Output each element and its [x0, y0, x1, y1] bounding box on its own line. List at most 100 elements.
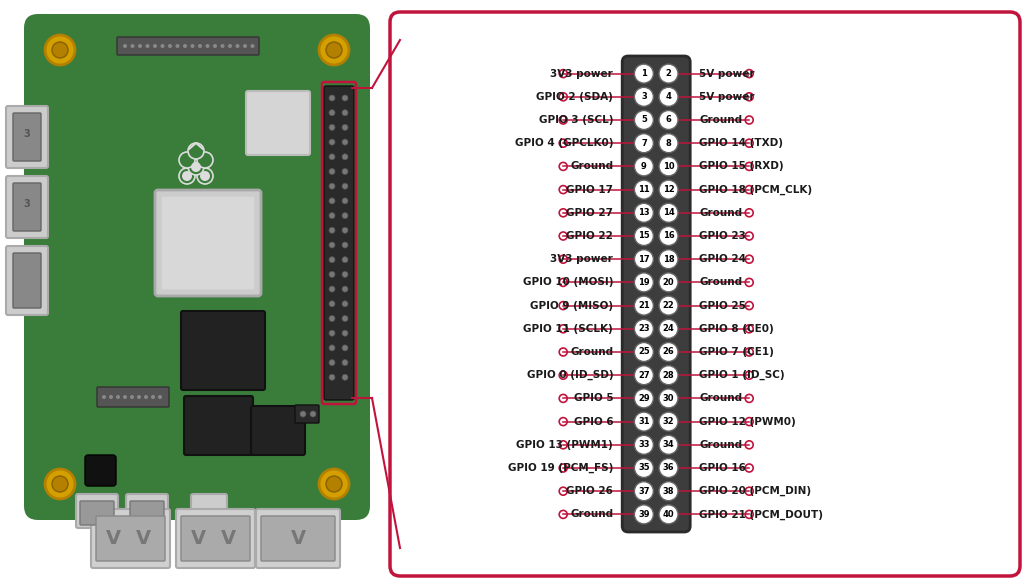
Text: 15: 15: [638, 232, 650, 240]
Circle shape: [102, 395, 106, 399]
Text: 6: 6: [666, 115, 672, 125]
Circle shape: [659, 273, 678, 292]
Circle shape: [659, 64, 678, 83]
Circle shape: [659, 226, 678, 246]
Circle shape: [659, 87, 678, 106]
Circle shape: [300, 411, 306, 417]
Circle shape: [329, 242, 335, 248]
Circle shape: [635, 133, 653, 153]
Circle shape: [659, 412, 678, 431]
FancyBboxPatch shape: [117, 37, 259, 55]
FancyBboxPatch shape: [181, 311, 265, 390]
Circle shape: [635, 319, 653, 338]
Circle shape: [635, 64, 653, 83]
Circle shape: [659, 111, 678, 129]
Circle shape: [137, 395, 141, 399]
Text: Ground: Ground: [699, 440, 742, 450]
Circle shape: [659, 133, 678, 153]
Circle shape: [251, 44, 255, 48]
Circle shape: [329, 198, 335, 204]
Circle shape: [220, 44, 224, 48]
Circle shape: [179, 152, 195, 168]
Circle shape: [635, 505, 653, 524]
Text: Ground: Ground: [699, 393, 742, 403]
Text: 5V power: 5V power: [699, 69, 755, 79]
Circle shape: [342, 272, 348, 278]
Circle shape: [206, 44, 210, 48]
Circle shape: [635, 366, 653, 385]
Circle shape: [659, 366, 678, 385]
Circle shape: [659, 296, 678, 315]
Circle shape: [168, 44, 172, 48]
FancyBboxPatch shape: [97, 387, 169, 407]
FancyBboxPatch shape: [80, 501, 114, 525]
Text: 40: 40: [663, 510, 675, 519]
FancyBboxPatch shape: [261, 516, 335, 561]
Text: 4: 4: [666, 92, 672, 101]
Text: 5V power: 5V power: [699, 92, 755, 102]
FancyBboxPatch shape: [623, 56, 690, 532]
Text: GPIO 3 (SCL): GPIO 3 (SCL): [539, 115, 613, 125]
Circle shape: [182, 171, 193, 181]
Circle shape: [130, 395, 134, 399]
Circle shape: [635, 111, 653, 129]
Text: V: V: [135, 530, 151, 549]
Circle shape: [213, 44, 217, 48]
Text: GPIO 12 (PWM0): GPIO 12 (PWM0): [699, 417, 796, 427]
Text: GPIO 10 (MOSI): GPIO 10 (MOSI): [522, 278, 613, 288]
Circle shape: [342, 257, 348, 263]
Text: 18: 18: [663, 255, 675, 263]
Text: GPIO 9 (MISO): GPIO 9 (MISO): [530, 300, 613, 310]
FancyBboxPatch shape: [91, 509, 170, 568]
Circle shape: [342, 360, 348, 366]
Text: 35: 35: [638, 463, 649, 473]
Circle shape: [310, 411, 316, 417]
Circle shape: [52, 476, 68, 492]
Circle shape: [659, 505, 678, 524]
Circle shape: [342, 213, 348, 219]
Circle shape: [635, 157, 653, 176]
FancyBboxPatch shape: [176, 509, 255, 568]
Circle shape: [329, 183, 335, 189]
Circle shape: [326, 42, 342, 58]
FancyBboxPatch shape: [161, 196, 255, 290]
Text: 23: 23: [638, 325, 649, 333]
Circle shape: [329, 286, 335, 292]
Circle shape: [200, 171, 210, 181]
Circle shape: [179, 168, 195, 184]
Circle shape: [342, 139, 348, 145]
Circle shape: [52, 42, 68, 58]
Text: Ground: Ground: [570, 347, 613, 357]
Circle shape: [329, 213, 335, 219]
Circle shape: [659, 482, 678, 501]
Text: 3: 3: [24, 199, 31, 209]
FancyBboxPatch shape: [96, 516, 165, 561]
Text: Ground: Ground: [570, 161, 613, 171]
Circle shape: [342, 198, 348, 204]
Circle shape: [329, 360, 335, 366]
Text: 22: 22: [663, 301, 675, 310]
Circle shape: [635, 342, 653, 362]
Circle shape: [243, 44, 247, 48]
Circle shape: [319, 469, 349, 499]
Text: GPIO 23: GPIO 23: [699, 231, 746, 241]
Circle shape: [197, 168, 213, 184]
Text: 27: 27: [638, 370, 649, 380]
Text: GPIO 1 (ID_SC): GPIO 1 (ID_SC): [699, 370, 784, 380]
Text: V: V: [190, 530, 206, 549]
Circle shape: [659, 203, 678, 222]
Circle shape: [190, 44, 195, 48]
Circle shape: [329, 110, 335, 116]
Text: GPIO 13 (PWM1): GPIO 13 (PWM1): [516, 440, 613, 450]
Circle shape: [45, 35, 75, 65]
Text: 34: 34: [663, 440, 675, 449]
Text: GPIO 22: GPIO 22: [566, 231, 613, 241]
Circle shape: [635, 412, 653, 431]
Text: GPIO 8 (CE0): GPIO 8 (CE0): [699, 324, 774, 334]
Circle shape: [183, 44, 187, 48]
Text: GPIO 15 (RXD): GPIO 15 (RXD): [699, 161, 783, 171]
Circle shape: [342, 95, 348, 101]
Circle shape: [342, 125, 348, 131]
Circle shape: [329, 301, 335, 307]
Text: GPIO 5: GPIO 5: [573, 393, 613, 403]
